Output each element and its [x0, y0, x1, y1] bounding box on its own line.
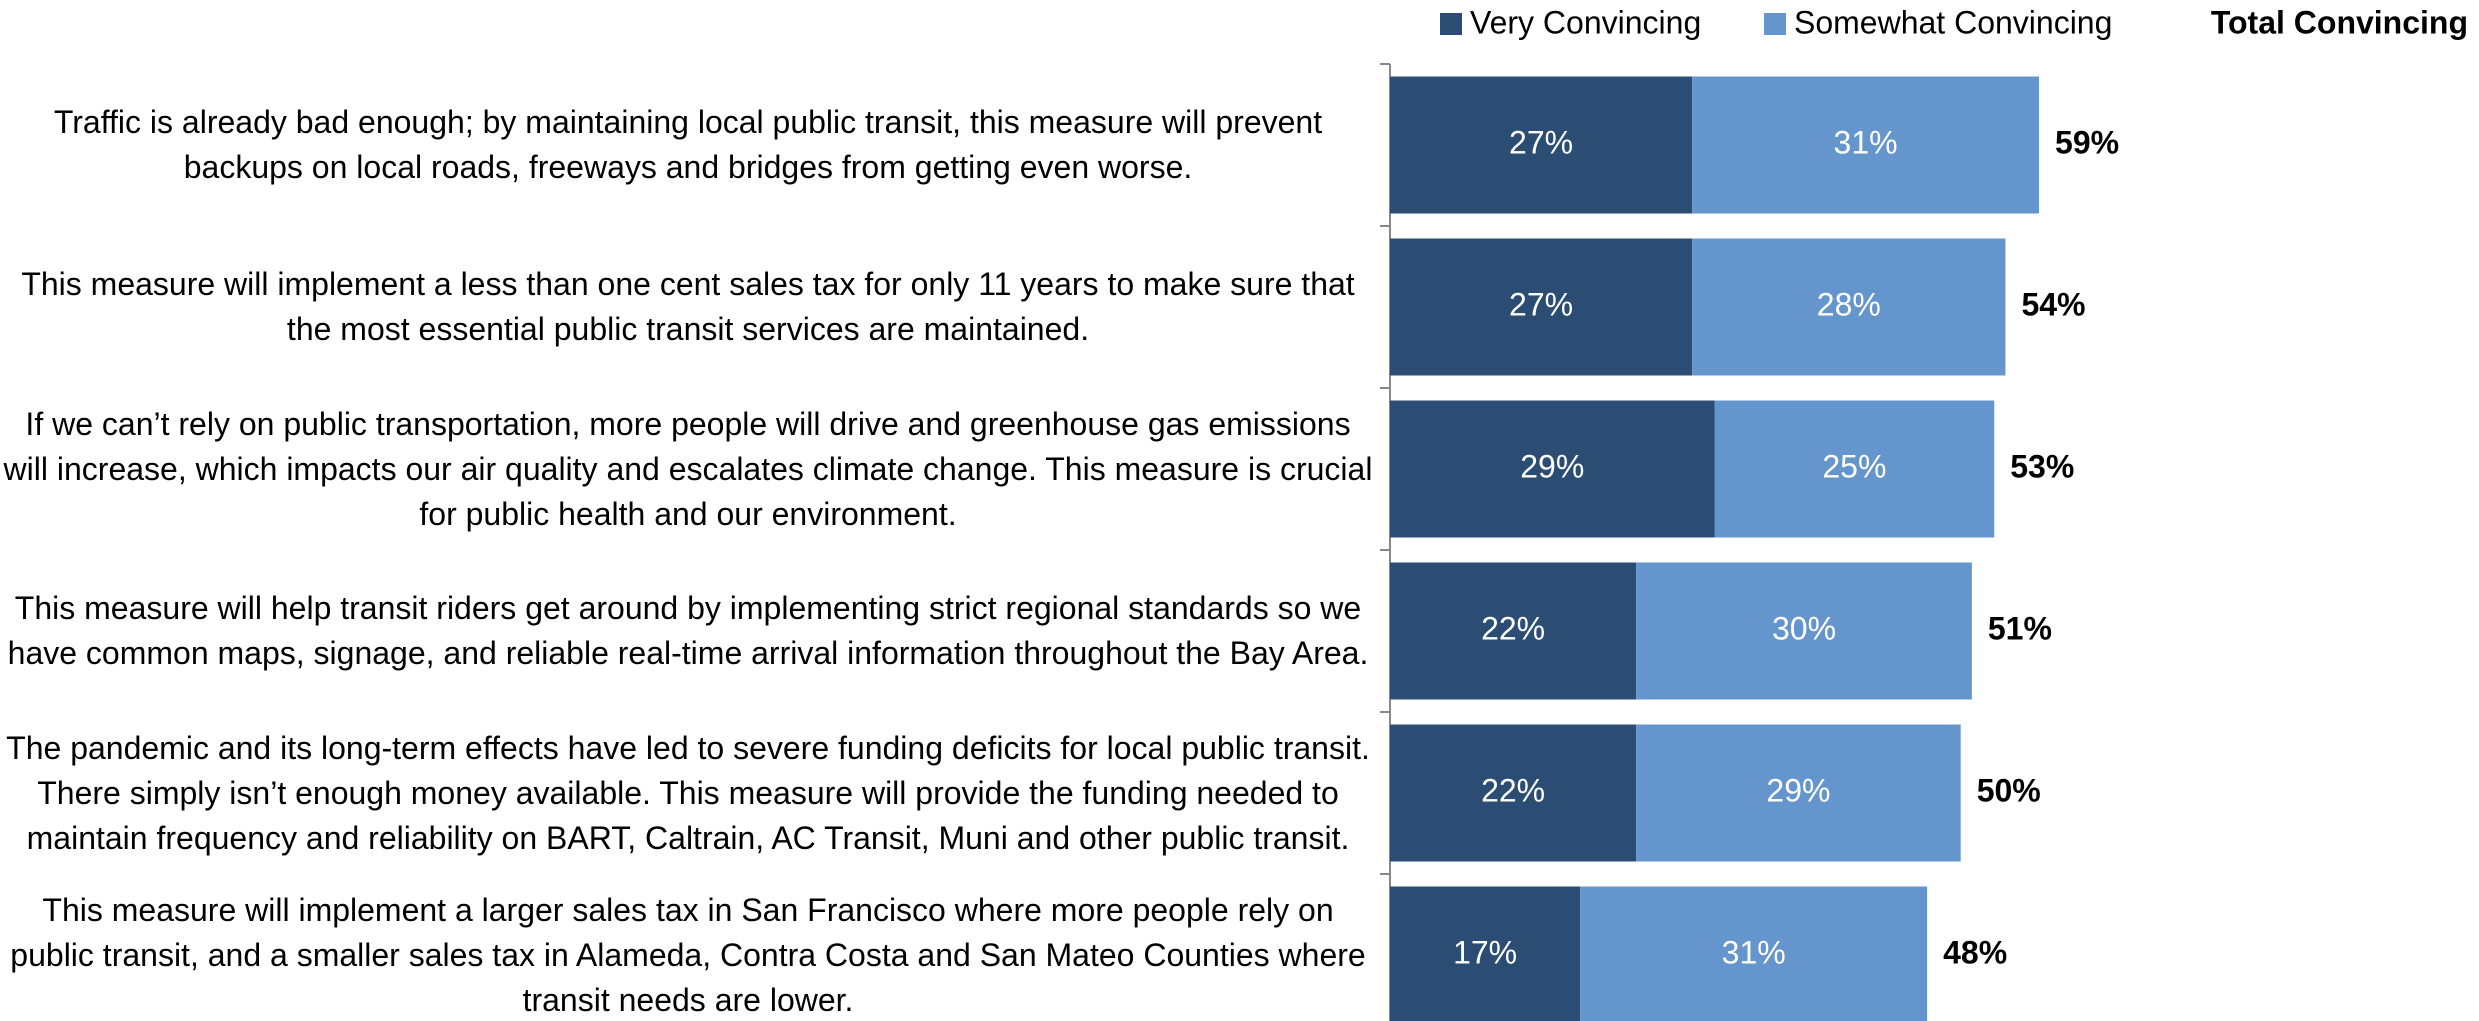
bar-segment [1390, 76, 1693, 214]
bar-segment [1714, 400, 1995, 538]
totals-header: Total Convincing [2211, 4, 2468, 40]
bar-segment [1390, 724, 1637, 862]
bar-value-label: 17% [1453, 934, 1517, 970]
legend-label: Very Convincing [1470, 4, 1701, 40]
bar-segment [1692, 76, 2040, 214]
bar-value-label: 29% [1766, 772, 1830, 808]
bar-value-label: 25% [1822, 448, 1886, 484]
bar-segment [1390, 562, 1637, 700]
bar-value-label: 30% [1772, 610, 1836, 646]
total-label: 48% [1943, 934, 2007, 970]
category-label: The pandemic and its long-term effects h… [6, 729, 1370, 856]
bar-value-label: 31% [1834, 124, 1898, 160]
category-label: This measure will implement a less than … [21, 266, 1355, 347]
bar-segment [1390, 886, 1581, 1021]
total-label: 51% [1988, 610, 2052, 646]
bar-segment [1390, 238, 1693, 376]
bar-segment [1636, 724, 1961, 862]
legend-label: Somewhat Convincing [1794, 4, 2112, 40]
bar-value-label: 28% [1817, 286, 1881, 322]
total-label: 54% [2021, 286, 2085, 322]
bar-value-label: 27% [1509, 286, 1573, 322]
bar-value-label: 27% [1509, 124, 1573, 160]
category-label: This measure will implement a larger sal… [10, 891, 1366, 1018]
bar-value-label: 22% [1481, 610, 1545, 646]
bar-value-label: 22% [1481, 772, 1545, 808]
bar-segment [1390, 400, 1715, 538]
legend-swatch [1764, 13, 1786, 35]
total-label: 59% [2055, 124, 2119, 160]
category-label: Traffic is already bad enough; by mainta… [53, 104, 1323, 185]
total-label: 53% [2010, 448, 2074, 484]
bar-segment [1692, 238, 2006, 376]
category-label: This measure will help transit riders ge… [7, 590, 1369, 671]
total-label: 50% [1977, 772, 2041, 808]
legend-swatch [1440, 13, 1462, 35]
bar-segment [1636, 562, 1972, 700]
bar-segment [1580, 886, 1928, 1021]
bar-value-label: 29% [1520, 448, 1584, 484]
bar-value-label: 31% [1722, 934, 1786, 970]
category-label: If we can’t rely on public transportatio… [3, 405, 1373, 532]
